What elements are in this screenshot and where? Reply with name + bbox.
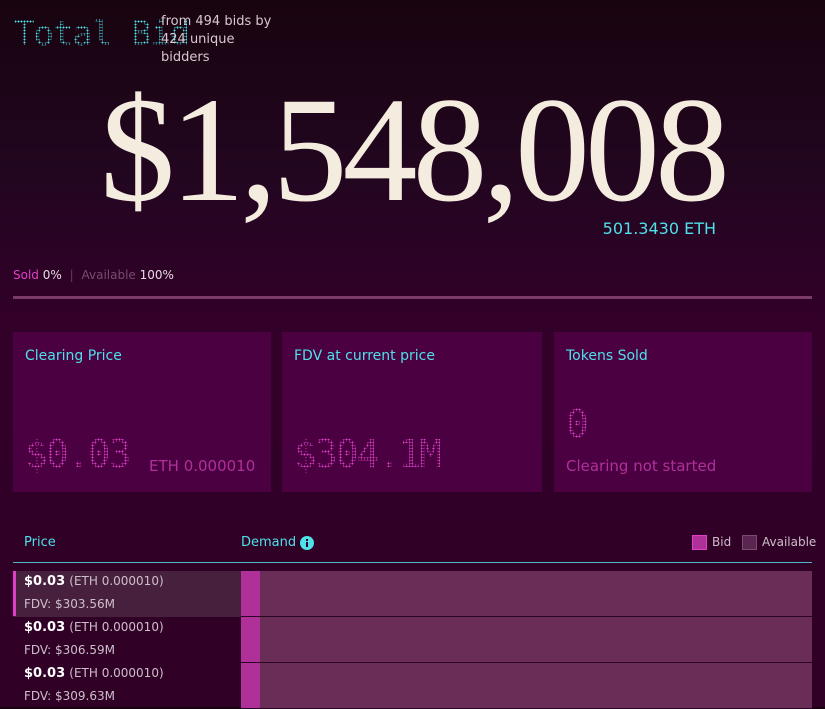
card: Clearing Price $0.03 ETH 0.000010 bbox=[13, 332, 271, 492]
demand-bar bbox=[241, 571, 812, 616]
table-row: $0.03 (ETH 0.000010) FDV: $303.56M bbox=[13, 571, 812, 617]
row-price: $0.03 (ETH 0.000010) bbox=[24, 620, 164, 635]
price: $0.03 bbox=[24, 666, 66, 681]
card-value: $0.03 bbox=[25, 432, 131, 476]
total-usd: $1,548,008 bbox=[100, 67, 730, 233]
legend-swatch bbox=[692, 535, 707, 550]
card-note: Clearing not started bbox=[566, 457, 717, 475]
card-title: Clearing Price bbox=[25, 348, 122, 364]
card: Tokens Sold 0 Clearing not started bbox=[554, 332, 812, 492]
row-price: $0.03 (ETH 0.000010) bbox=[24, 574, 164, 589]
eth-price: (ETH 0.000010) bbox=[69, 574, 164, 588]
title: Total Bid bbox=[14, 14, 190, 54]
total-eth: 501.3430 ETH bbox=[602, 219, 716, 238]
demand-bar bbox=[241, 617, 812, 662]
sold-label: Sold bbox=[13, 268, 39, 282]
header-line bbox=[13, 562, 812, 563]
column-header: Price bbox=[24, 535, 56, 550]
price: $0.03 bbox=[24, 574, 66, 589]
row-price: $0.03 (ETH 0.000010) bbox=[24, 666, 164, 681]
bid-fill bbox=[241, 571, 260, 616]
progress-labels: Sold 0% | Available 100% bbox=[13, 268, 174, 282]
bid-fill bbox=[241, 617, 260, 662]
card-value: $304.1M bbox=[294, 432, 442, 476]
price: $0.03 bbox=[24, 620, 66, 635]
available-label: Available bbox=[81, 268, 136, 282]
row-divider bbox=[241, 662, 812, 663]
row-marker bbox=[13, 571, 16, 616]
progress-bar bbox=[13, 296, 812, 299]
column-header: Demand bbox=[241, 535, 297, 550]
eth-price: (ETH 0.000010) bbox=[69, 666, 164, 680]
row-fdv: FDV: $303.56M bbox=[24, 597, 115, 611]
table-row: $0.03 (ETH 0.000010) FDV: $306.59M bbox=[13, 617, 812, 663]
bid-fill bbox=[241, 663, 260, 708]
row-fdv: FDV: $306.59M bbox=[24, 643, 115, 657]
legend-label: Available bbox=[762, 535, 817, 549]
divider: | bbox=[69, 268, 74, 282]
card-value: 0 bbox=[566, 402, 589, 446]
card-title: FDV at current price bbox=[294, 348, 435, 364]
legend-label: Bid bbox=[712, 535, 732, 549]
available-value: 100% bbox=[139, 268, 174, 282]
card: FDV at current price $304.1M bbox=[282, 332, 542, 492]
table-row: $0.03 (ETH 0.000010) FDV: $309.63M bbox=[13, 663, 812, 709]
row-divider bbox=[241, 616, 812, 617]
demand-bar bbox=[241, 663, 812, 708]
info-icon[interactable] bbox=[299, 535, 315, 551]
eth-price: (ETH 0.000010) bbox=[69, 620, 164, 634]
card-note: ETH 0.000010 bbox=[149, 457, 256, 475]
card-title: Tokens Sold bbox=[566, 348, 648, 364]
legend-swatch bbox=[742, 535, 757, 550]
sold-value: 0% bbox=[42, 268, 62, 282]
row-fdv: FDV: $309.63M bbox=[24, 689, 115, 703]
subtitle: from 494 bids by 424 unique bidders bbox=[161, 14, 272, 65]
